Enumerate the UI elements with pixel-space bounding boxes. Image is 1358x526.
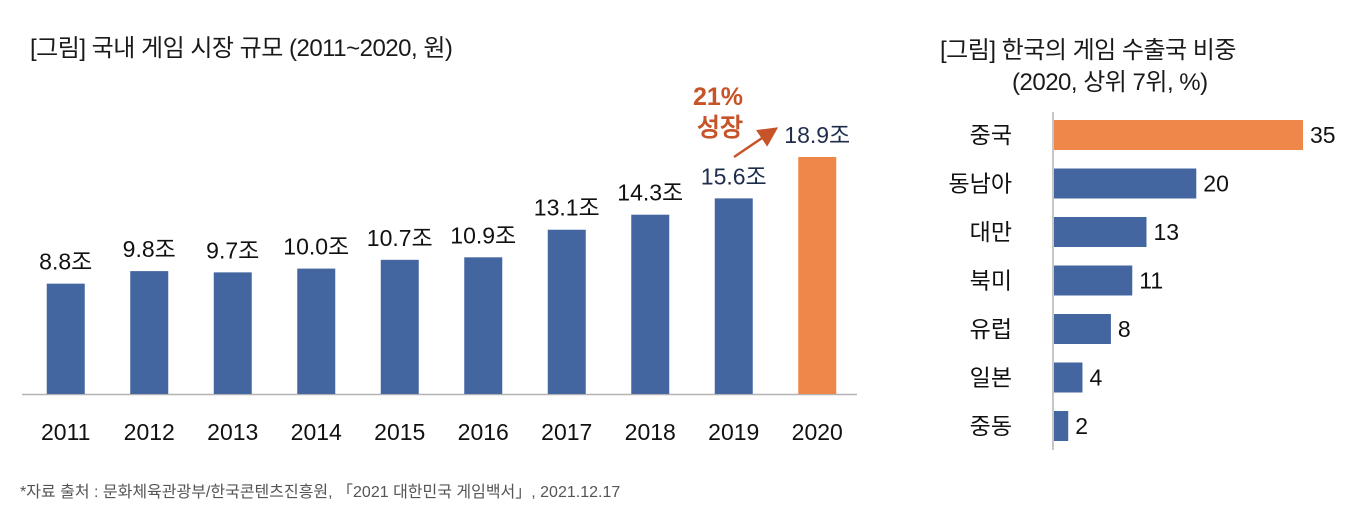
y-tick-유럽: 유럽 bbox=[970, 316, 1012, 342]
bar-2015 bbox=[380, 259, 419, 394]
x-tick-2019: 2019 bbox=[708, 419, 759, 445]
data-label-2013: 9.7조 bbox=[206, 237, 259, 263]
bar-북미 bbox=[1054, 265, 1133, 296]
export-share-bar-chart: 중국 35 동남아 20 대만 13 북미 11 유럽 8 일본 4 중동 2 bbox=[949, 112, 1336, 450]
bar-2019 bbox=[714, 198, 753, 394]
x-tick-2015: 2015 bbox=[374, 419, 425, 445]
growth-annotation-label: 성장 bbox=[697, 114, 743, 142]
y-tick-중국: 중국 bbox=[970, 122, 1012, 148]
source-note: *자료 출처 : 문화체육관광부/한국콘텐츠진흥원, 「2021 대한민국 게임… bbox=[20, 484, 621, 501]
bar-2014 bbox=[297, 268, 336, 394]
y-tick-중동: 중동 bbox=[970, 413, 1012, 439]
bar-동남아 bbox=[1054, 168, 1197, 199]
data-label-대만: 13 bbox=[1153, 219, 1179, 245]
data-label-2012: 9.8조 bbox=[123, 236, 176, 262]
data-label-2017: 13.1조 bbox=[534, 195, 600, 221]
data-label-유럽: 8 bbox=[1118, 316, 1131, 342]
data-label-2015: 10.7조 bbox=[367, 225, 433, 251]
data-label-중동: 2 bbox=[1075, 413, 1088, 439]
growth-annotation-percent: 21% bbox=[693, 83, 743, 111]
growth-arrow-icon bbox=[733, 127, 779, 159]
bar-일본 bbox=[1054, 362, 1083, 393]
bar-2011 bbox=[46, 283, 85, 394]
bar-중동 bbox=[1054, 411, 1069, 441]
bar-유럽 bbox=[1054, 314, 1111, 344]
x-tick-2014: 2014 bbox=[291, 419, 342, 445]
y-tick-동남아: 동남아 bbox=[949, 171, 1012, 197]
data-label-2018: 14.3조 bbox=[617, 180, 683, 206]
x-tick-2020: 2020 bbox=[792, 419, 843, 445]
market-size-bar-chart: 8.8조 2011 9.8조 2012 9.7조 2013 10.0조 2014 10.7조 20… bbox=[22, 83, 857, 445]
bar-2013 bbox=[213, 272, 252, 394]
bar-2016 bbox=[464, 257, 503, 394]
x-tick-2012: 2012 bbox=[124, 419, 175, 445]
x-tick-2013: 2013 bbox=[207, 419, 258, 445]
x-tick-2011: 2011 bbox=[41, 419, 90, 445]
data-label-동남아: 20 bbox=[1203, 171, 1229, 197]
data-label-북미: 11 bbox=[1139, 268, 1163, 294]
x-tick-2018: 2018 bbox=[625, 419, 676, 445]
left-chart-title: [그림] 국내 게임 시장 규모 (2011~2020, 원) bbox=[30, 35, 453, 62]
data-label-일본: 4 bbox=[1089, 365, 1102, 391]
data-label-2011: 8.8조 bbox=[39, 249, 92, 275]
y-tick-북미: 북미 bbox=[970, 268, 1012, 294]
data-label-2016: 10.9조 bbox=[450, 222, 516, 248]
y-tick-대만: 대만 bbox=[970, 219, 1012, 245]
right-chart-subtitle: (2020, 상위 7위, %) bbox=[1012, 69, 1208, 96]
y-tick-일본: 일본 bbox=[970, 365, 1012, 391]
x-tick-2017: 2017 bbox=[541, 419, 592, 445]
bar-2012 bbox=[130, 271, 169, 394]
right-chart-title: [그림] 한국의 게임 수출국 비중 bbox=[940, 37, 1236, 64]
bar-2017 bbox=[547, 229, 586, 394]
data-label-중국: 35 bbox=[1310, 122, 1336, 148]
data-label-2020: 18.9조 bbox=[784, 122, 850, 148]
data-label-2019: 15.6조 bbox=[701, 163, 767, 189]
bar-중국 bbox=[1054, 120, 1303, 150]
x-tick-2016: 2016 bbox=[458, 419, 509, 445]
bar-2018 bbox=[631, 214, 670, 394]
bar-대만 bbox=[1054, 217, 1147, 247]
data-label-2014: 10.0조 bbox=[283, 234, 349, 260]
bar-2020 bbox=[798, 157, 837, 394]
